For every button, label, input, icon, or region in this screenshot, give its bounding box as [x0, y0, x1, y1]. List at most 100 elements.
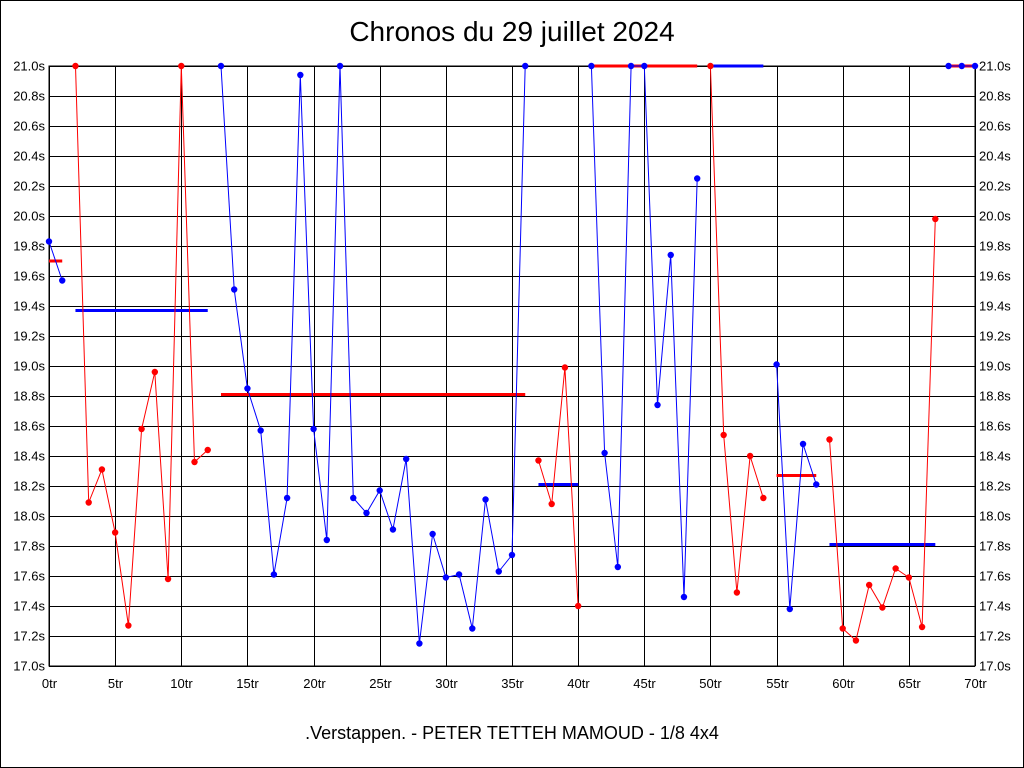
series-layer [45, 62, 979, 647]
y-tick-label-right: 17.8s [979, 539, 1011, 554]
lap-point [495, 568, 502, 575]
lap-point [244, 385, 251, 392]
lap-point [310, 425, 317, 433]
y-tick-label-left: 18.0s [13, 509, 45, 524]
y-tick-label-left: 18.2s [13, 479, 45, 494]
y-tick-label-right: 19.6s [979, 269, 1011, 284]
x-tick-label: 40tr [567, 676, 590, 691]
lap-point [164, 575, 172, 583]
lap-point [323, 536, 330, 544]
lap-point [932, 215, 939, 223]
lap-point [971, 62, 979, 70]
y-tick-label-left: 17.8s [13, 539, 45, 554]
lap-point [429, 530, 436, 538]
x-tick-label: 65tr [898, 676, 921, 691]
lap-point [363, 509, 370, 517]
y-tick-label-left: 20.6s [13, 119, 45, 134]
y-tick-label-right: 20.4s [979, 149, 1011, 164]
lap-point [389, 526, 397, 533]
lap-point [865, 581, 873, 589]
x-tick-label: 60tr [832, 676, 855, 691]
y-tick-label-left: 19.0s [13, 359, 45, 374]
x-tick-label: 10tr [170, 676, 193, 691]
lap-point [508, 551, 516, 559]
lap-point [826, 436, 833, 443]
y-tick-label-right: 20.8s [979, 89, 1011, 104]
lap-point [574, 602, 582, 610]
lap-point [191, 458, 198, 466]
x-tick-label: 35tr [501, 676, 524, 691]
grid-layer [48, 65, 976, 667]
y-tick-label-left: 19.8s [13, 239, 45, 254]
y-tick-label-left: 17.2s [13, 629, 45, 644]
lap-series-line [538, 367, 579, 607]
x-tick-label: 50tr [699, 676, 722, 691]
lap-point [455, 571, 463, 578]
x-tick-label: 70tr [964, 676, 987, 691]
lap-point [680, 593, 688, 601]
y-tick-label-right: 18.6s [979, 419, 1011, 434]
y-tick-label-left: 19.6s [13, 269, 45, 284]
y-tick-label-left: 17.0s [13, 659, 45, 674]
lap-point [945, 62, 952, 70]
chart-subtitle: .Verstappen. - PETER TETTEH MAMOUD - 1/8… [305, 723, 719, 743]
y-tick-label-right: 18.4s [979, 449, 1011, 464]
lap-point [918, 623, 926, 631]
lap-point [217, 62, 225, 70]
y-tick-label-right: 19.4s [979, 299, 1011, 314]
y-tick-label-right: 20.0s [979, 209, 1011, 224]
lap-point [125, 622, 132, 629]
lap-point [469, 625, 476, 632]
lap-point [561, 364, 569, 371]
lap-point [231, 286, 238, 293]
lap-point [376, 487, 383, 494]
lap-point [522, 62, 529, 70]
lap-series-line [709, 65, 764, 593]
lap-point [892, 565, 899, 572]
lap-point [852, 637, 860, 644]
lap-point [958, 62, 965, 70]
y-tick-label-right: 17.4s [979, 599, 1011, 614]
y-tick-label-left: 20.4s [13, 149, 45, 164]
y-tick-label-right: 19.8s [979, 239, 1011, 254]
lap-point [283, 494, 291, 502]
lap-series-line [75, 65, 209, 626]
lap-point [601, 449, 608, 457]
lap-series-line [776, 364, 817, 610]
lap-series-line [829, 218, 936, 642]
lap-point [588, 62, 595, 70]
lap-point [654, 401, 661, 409]
lap-point [667, 251, 674, 259]
y-tick-label-right: 17.2s [979, 629, 1011, 644]
x-tick-label: 55tr [766, 676, 789, 691]
lap-point [72, 62, 79, 70]
lap-point [402, 455, 410, 463]
y-tick-label-left: 18.8s [13, 389, 45, 404]
y-tick-label-left: 18.4s [13, 449, 45, 464]
y-tick-label-left: 21.0s [13, 59, 45, 74]
lap-point [760, 494, 767, 502]
lap-point [905, 574, 913, 581]
x-tick-label: 0tr [42, 676, 58, 691]
lap-series-line [220, 65, 526, 644]
lap-point [548, 500, 555, 508]
tick-labels-layer: 17.0s 17.0s 17.2s 17.2s 17.4s 17.4s 17.6s 17.6s… [13, 59, 1011, 692]
lap-point [799, 440, 807, 448]
y-tick-label-left: 19.2s [13, 329, 45, 344]
lap-point [416, 640, 423, 647]
y-tick-label-right: 20.6s [979, 119, 1011, 134]
y-tick-label-right: 18.8s [979, 389, 1011, 404]
y-tick-label-left: 18.6s [13, 419, 45, 434]
x-tick-label: 20tr [303, 676, 326, 691]
lap-point [641, 62, 648, 70]
lap-point [336, 62, 344, 70]
x-tick-label: 5tr [108, 676, 124, 691]
y-tick-label-left: 20.8s [13, 89, 45, 104]
lap-point [707, 62, 714, 70]
lap-point [178, 62, 185, 70]
lap-point [297, 71, 304, 79]
lap-point [627, 62, 635, 70]
lap-point [746, 452, 754, 460]
lap-point [720, 431, 727, 439]
x-tick-label: 15tr [236, 676, 259, 691]
